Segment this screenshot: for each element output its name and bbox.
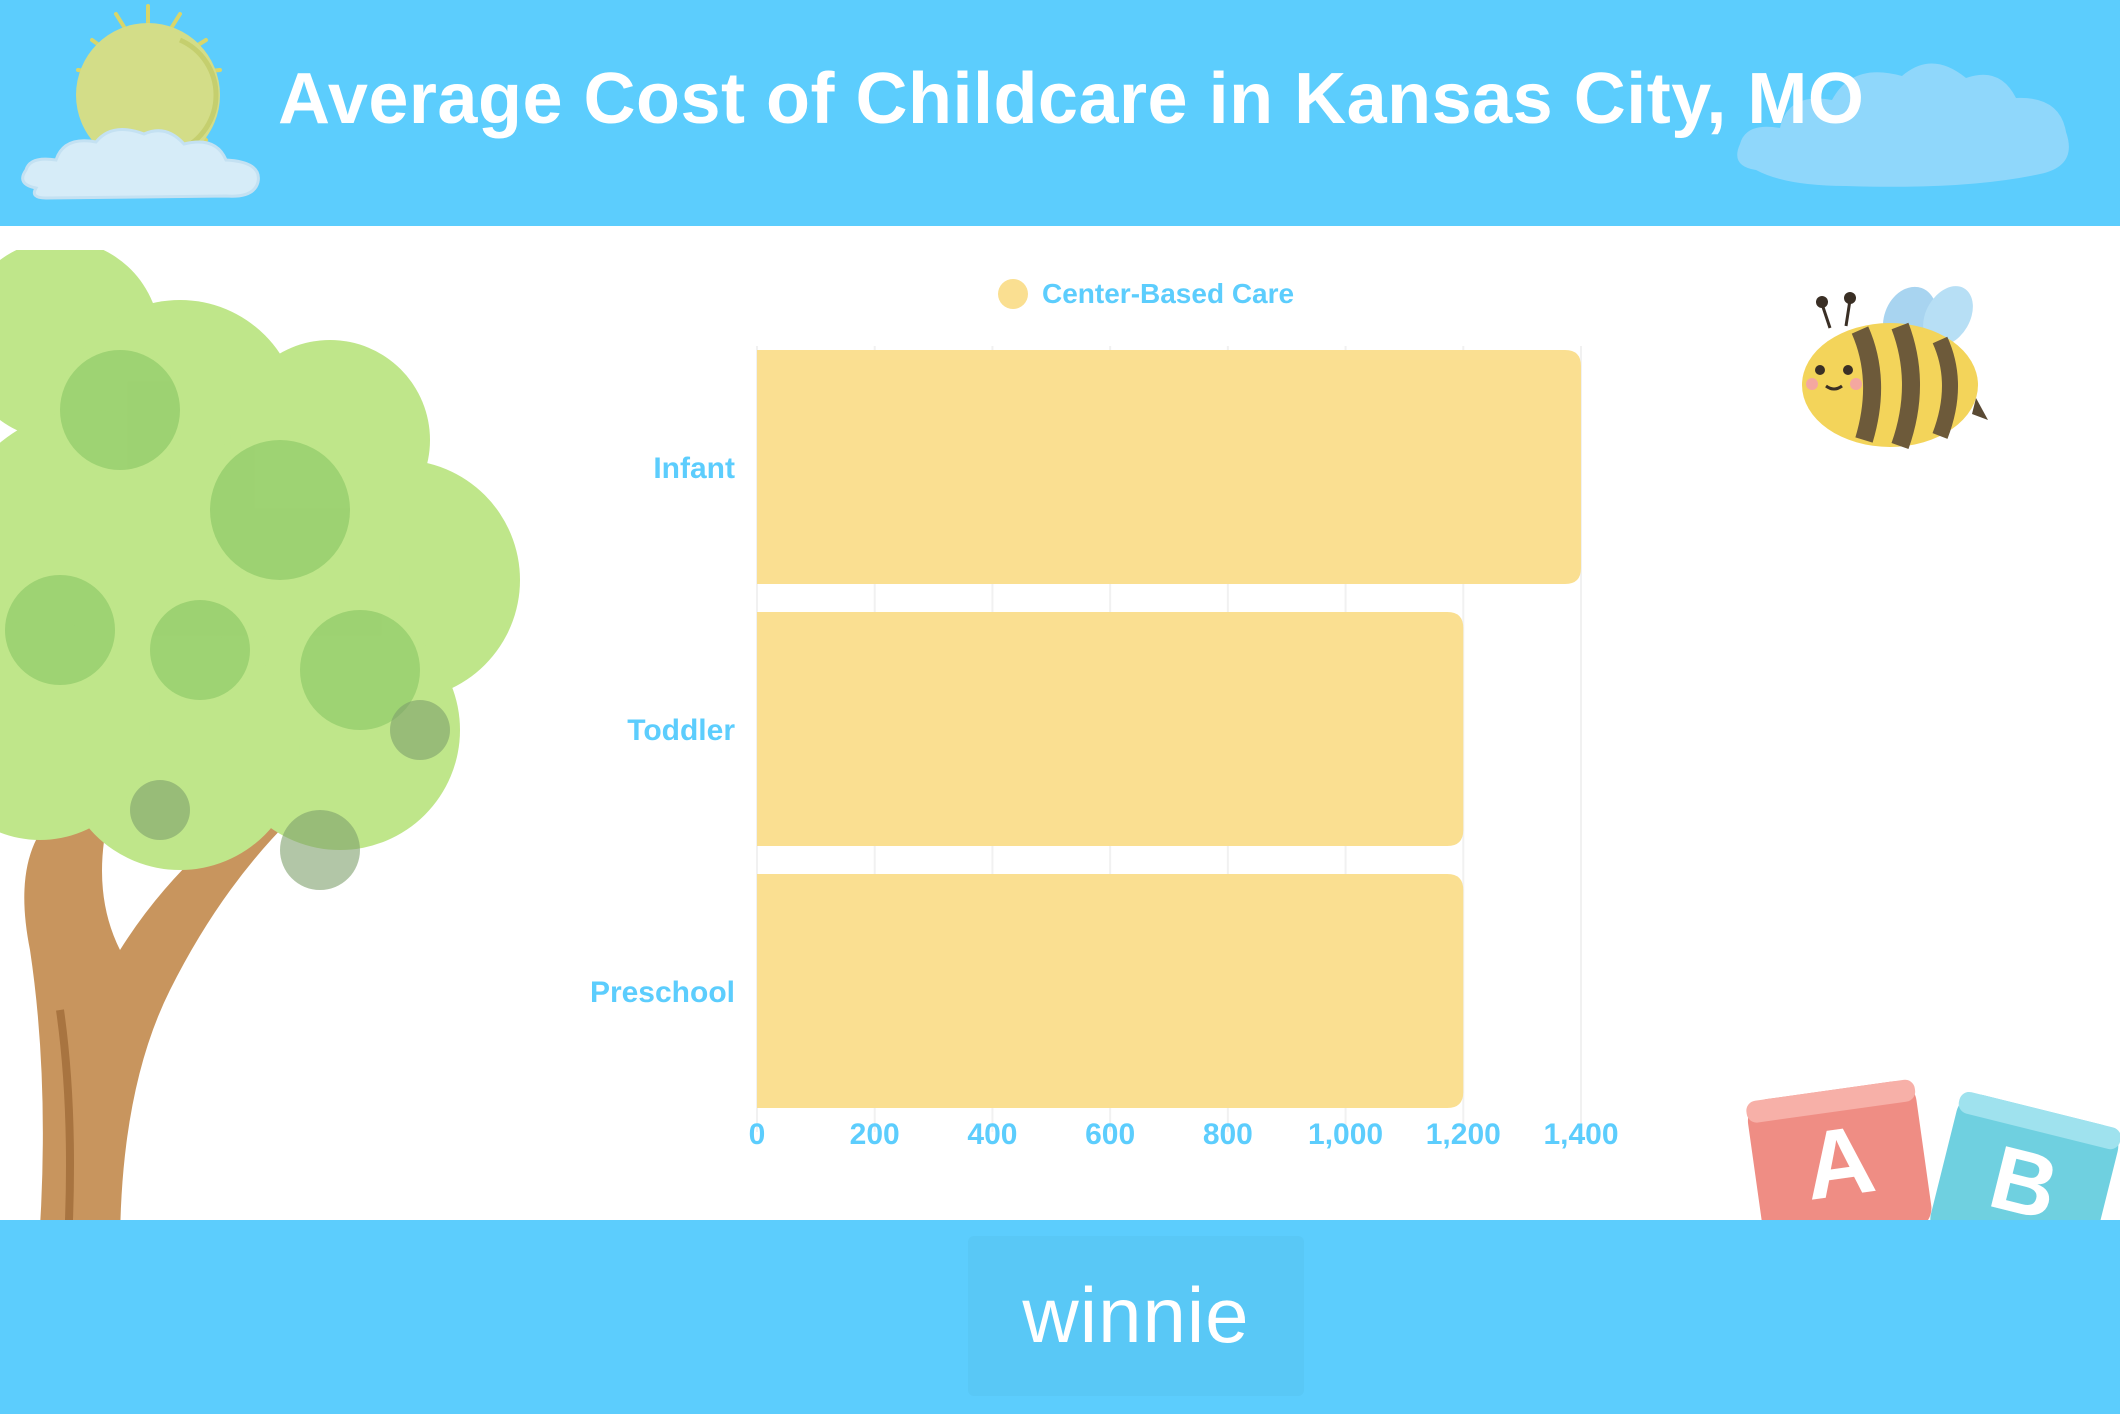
page-title: Average Cost of Childcare in Kansas City… bbox=[278, 59, 1865, 139]
x-tick-label: 400 bbox=[967, 1118, 1017, 1151]
category-label-preschool: Preschool bbox=[590, 976, 735, 1009]
category-label-infant: Infant bbox=[653, 452, 735, 485]
x-tick-label: 800 bbox=[1203, 1118, 1253, 1151]
x-tick-label: 0 bbox=[749, 1118, 766, 1151]
bee-illustration bbox=[1802, 286, 1988, 450]
legend-swatch-center-based-care bbox=[998, 279, 1028, 309]
legend-label-center-based-care: Center-Based Care bbox=[1042, 278, 1295, 309]
x-tick-label: 1,200 bbox=[1426, 1118, 1501, 1151]
brand-logo: winnie bbox=[1022, 1271, 1250, 1359]
cloud-icon bbox=[21, 128, 260, 200]
chart-legend: Center-Based Care bbox=[998, 276, 1294, 312]
x-tick-label: 1,000 bbox=[1308, 1118, 1383, 1151]
bar-infant bbox=[757, 350, 1581, 584]
bar-toddler bbox=[757, 612, 1464, 846]
block-letter-a: A bbox=[1798, 1105, 1882, 1221]
x-tick-label: 600 bbox=[1085, 1118, 1135, 1151]
cloud-icon bbox=[1737, 63, 2069, 187]
tree-illustration bbox=[0, 250, 520, 1414]
x-tick-label: 200 bbox=[850, 1118, 900, 1151]
brand-logo-box: winnie bbox=[968, 1236, 1304, 1396]
bar-preschool bbox=[757, 874, 1464, 1108]
x-tick-label: 1,400 bbox=[1543, 1118, 1618, 1151]
category-label-toddler: Toddler bbox=[627, 714, 735, 747]
header-banner: Average Cost of Childcare in Kansas City… bbox=[0, 0, 2120, 226]
bar-chart: Infant Toddler Preschool 0 200 400 600 800 1,000… bbox=[590, 346, 1619, 1151]
